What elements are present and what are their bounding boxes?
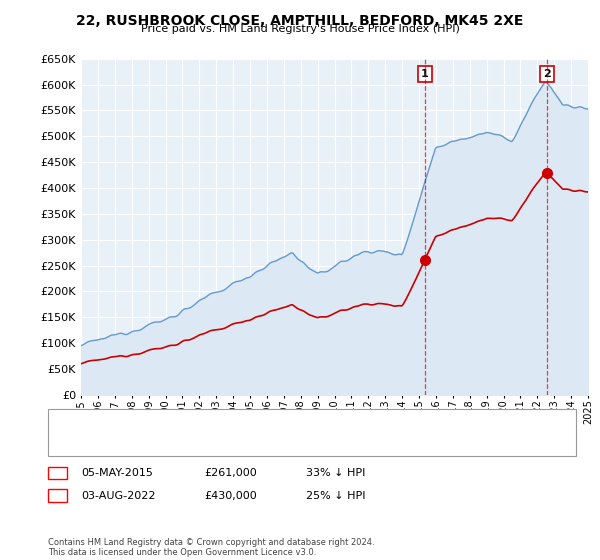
Text: 25% ↓ HPI: 25% ↓ HPI (306, 491, 365, 501)
Text: 05-MAY-2015: 05-MAY-2015 (81, 468, 153, 478)
Text: 2: 2 (543, 69, 551, 79)
Text: £430,000: £430,000 (204, 491, 257, 501)
Text: HPI: Average price, detached house, Central Bedfordshire: HPI: Average price, detached house, Cent… (102, 438, 383, 448)
Text: Contains HM Land Registry data © Crown copyright and database right 2024.
This d: Contains HM Land Registry data © Crown c… (48, 538, 374, 557)
Text: £261,000: £261,000 (204, 468, 257, 478)
Text: 2: 2 (54, 491, 61, 501)
Text: 1: 1 (421, 69, 429, 79)
Text: 1: 1 (54, 468, 61, 478)
Text: Price paid vs. HM Land Registry's House Price Index (HPI): Price paid vs. HM Land Registry's House … (140, 24, 460, 34)
Text: 22, RUSHBROOK CLOSE, AMPTHILL, BEDFORD, MK45 2XE (detached house): 22, RUSHBROOK CLOSE, AMPTHILL, BEDFORD, … (102, 418, 472, 428)
Text: 03-AUG-2022: 03-AUG-2022 (81, 491, 155, 501)
Text: 22, RUSHBROOK CLOSE, AMPTHILL, BEDFORD, MK45 2XE: 22, RUSHBROOK CLOSE, AMPTHILL, BEDFORD, … (76, 14, 524, 28)
Text: 33% ↓ HPI: 33% ↓ HPI (306, 468, 365, 478)
